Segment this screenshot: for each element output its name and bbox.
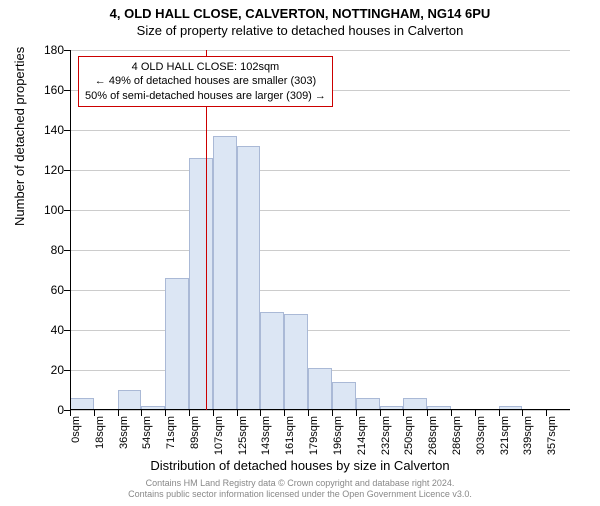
x-tick-label: 232sqm [380,416,392,455]
histogram-bar [165,278,189,410]
chart-title-line2: Size of property relative to detached ho… [0,23,600,38]
x-tick-label: 89sqm [189,416,201,449]
annotation-line1: 4 OLD HALL CLOSE: 102sqm [85,60,326,74]
y-tick-label: 180 [20,43,64,57]
histogram-bar [284,314,308,410]
x-tick-label: 268sqm [427,416,439,455]
chart-footer: Contains HM Land Registry data © Crown c… [0,478,600,500]
x-tick-label: 214sqm [356,416,368,455]
y-tick-label: 160 [20,83,64,97]
x-tick-label: 18sqm [94,416,106,449]
y-tick-label: 20 [20,363,64,377]
x-tick-label: 179sqm [308,416,320,455]
chart-plot-area: 4 OLD HALL CLOSE: 102sqm← 49% of detache… [70,50,570,410]
annotation-box: 4 OLD HALL CLOSE: 102sqm← 49% of detache… [78,56,333,107]
x-tick-label: 357sqm [546,416,558,455]
histogram-bar [189,158,213,410]
x-tick-label: 125sqm [237,416,249,455]
histogram-bar [237,146,261,410]
annotation-line2: ← 49% of detached houses are smaller (30… [85,74,326,88]
chart-title-line1: 4, OLD HALL CLOSE, CALVERTON, NOTTINGHAM… [0,6,600,21]
gridline [70,330,570,331]
histogram-bar [308,368,332,410]
footer-line1: Contains HM Land Registry data © Crown c… [0,478,600,489]
gridline [70,290,570,291]
y-tick-label: 0 [20,403,64,417]
x-tick-label: 250sqm [403,416,415,455]
histogram-bar [118,390,142,410]
histogram-bar [213,136,237,410]
footer-line2: Contains public sector information licen… [0,489,600,500]
y-tick-label: 100 [20,203,64,217]
x-tick-label: 71sqm [165,416,177,449]
y-tick-label: 60 [20,283,64,297]
x-axis-label: Distribution of detached houses by size … [0,458,600,473]
x-tick-label: 303sqm [475,416,487,455]
x-tick-label: 321sqm [499,416,511,455]
x-tick-label: 54sqm [141,416,153,449]
x-axis-line [70,409,570,410]
x-tick-label: 107sqm [213,416,225,455]
y-tick-label: 80 [20,243,64,257]
y-axis-line [70,50,71,410]
x-tick-label: 0sqm [70,416,82,443]
x-tick-label: 339sqm [522,416,534,455]
gridline [70,250,570,251]
x-tick-label: 36sqm [118,416,130,449]
histogram-bar [332,382,356,410]
x-tick-label: 196sqm [332,416,344,455]
x-tick-label: 143sqm [260,416,272,455]
y-tick-label: 140 [20,123,64,137]
x-tick-label: 161sqm [284,416,296,455]
y-tick-label: 120 [20,163,64,177]
y-tick-label: 40 [20,323,64,337]
gridline [70,50,570,51]
annotation-line3: 50% of semi-detached houses are larger (… [85,89,326,103]
gridline [70,170,570,171]
gridline [70,210,570,211]
gridline [70,130,570,131]
x-tick-label: 286sqm [451,416,463,455]
gridline [70,410,570,411]
histogram-bar [260,312,284,410]
